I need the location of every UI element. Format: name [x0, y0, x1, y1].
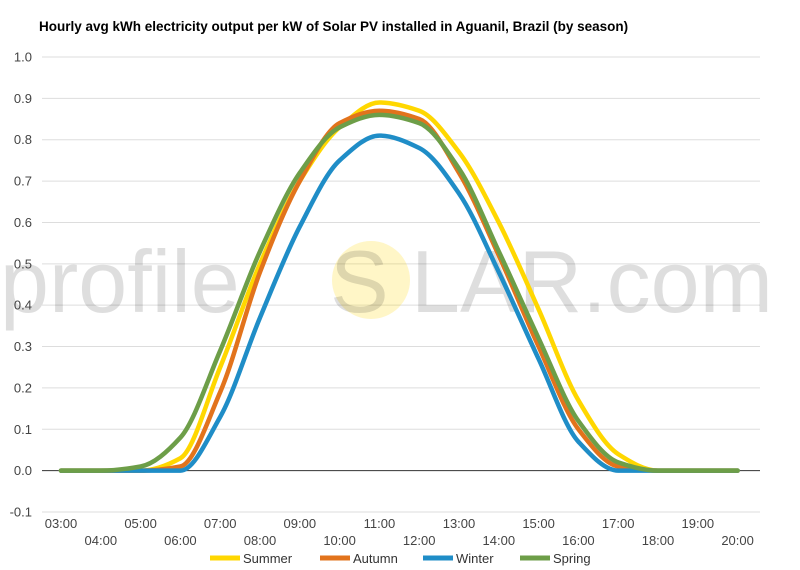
- x-tick-label: 16:00: [562, 533, 595, 548]
- y-tick-label: 1.0: [14, 50, 32, 65]
- x-tick-label: 17:00: [602, 516, 635, 531]
- x-axis: 03:00 04:00 05:00 06:00 07:00 08:00 09:00 10:00…: [45, 516, 754, 548]
- x-tick-label: 10:00: [323, 533, 356, 548]
- y-tick-label: 0.5: [14, 256, 32, 271]
- x-tick-label: 13:00: [443, 516, 476, 531]
- x-tick-label: 06:00: [164, 533, 197, 548]
- legend-label: Winter: [456, 551, 494, 566]
- watermark: profile S LAR.com: [0, 232, 773, 331]
- series-line-autumn: [58, 108, 740, 473]
- x-tick-label: 12:00: [403, 533, 436, 548]
- x-tick-label: 04:00: [85, 533, 118, 548]
- legend-label: Summer: [243, 551, 293, 566]
- x-tick-label: 18:00: [642, 533, 675, 548]
- legend-label: Autumn: [353, 551, 398, 566]
- legend: Summer Autumn Winter Spring: [210, 551, 591, 566]
- chart-title: Hourly avg kWh electricity output per kW…: [39, 19, 629, 34]
- legend-item-spring[interactable]: Spring: [520, 551, 591, 566]
- y-tick-label: 0.2: [14, 380, 32, 395]
- y-axis: -0.1 0.0 0.1 0.2 0.3 0.4 0.5 0.6 0.7 0.8 0.9 1.0: [10, 50, 32, 520]
- x-tick-label: 11:00: [364, 516, 396, 531]
- x-tick-label: 07:00: [204, 516, 237, 531]
- series-line-spring: [58, 112, 740, 473]
- y-tick-label: 0.3: [14, 339, 32, 354]
- watermark-text-left: profile: [0, 232, 240, 331]
- legend-item-winter[interactable]: Winter: [423, 551, 494, 566]
- series-line-summer: [58, 100, 740, 473]
- y-tick-label: 0.6: [14, 215, 32, 230]
- y-tick-label: 0.1: [14, 422, 32, 437]
- y-tick-label: 0.0: [14, 463, 32, 478]
- series-line-winter: [58, 133, 740, 473]
- legend-item-summer[interactable]: Summer: [210, 551, 293, 566]
- legend-item-autumn[interactable]: Autumn: [320, 551, 398, 566]
- x-tick-label: 20:00: [721, 533, 754, 548]
- x-tick-label: 15:00: [522, 516, 555, 531]
- y-tick-label: 0.8: [14, 132, 32, 147]
- watermark-text-right: LAR.com: [411, 232, 773, 331]
- watermark-text-center: S: [330, 232, 389, 331]
- y-tick-label: 0.7: [14, 174, 32, 189]
- x-tick-label: 08:00: [244, 533, 277, 548]
- x-tick-label: 14:00: [483, 533, 516, 548]
- legend-label: Spring: [553, 551, 591, 566]
- x-tick-label: 03:00: [45, 516, 78, 531]
- x-tick-label: 05:00: [124, 516, 157, 531]
- watermark-sun-icon: [332, 241, 410, 319]
- series-layer: [58, 100, 740, 473]
- x-tick-label: 19:00: [682, 516, 715, 531]
- y-tick-label: -0.1: [10, 505, 32, 520]
- y-tick-label: 0.9: [14, 91, 32, 106]
- x-tick-label: 09:00: [284, 516, 317, 531]
- y-tick-label: 0.4: [14, 298, 32, 313]
